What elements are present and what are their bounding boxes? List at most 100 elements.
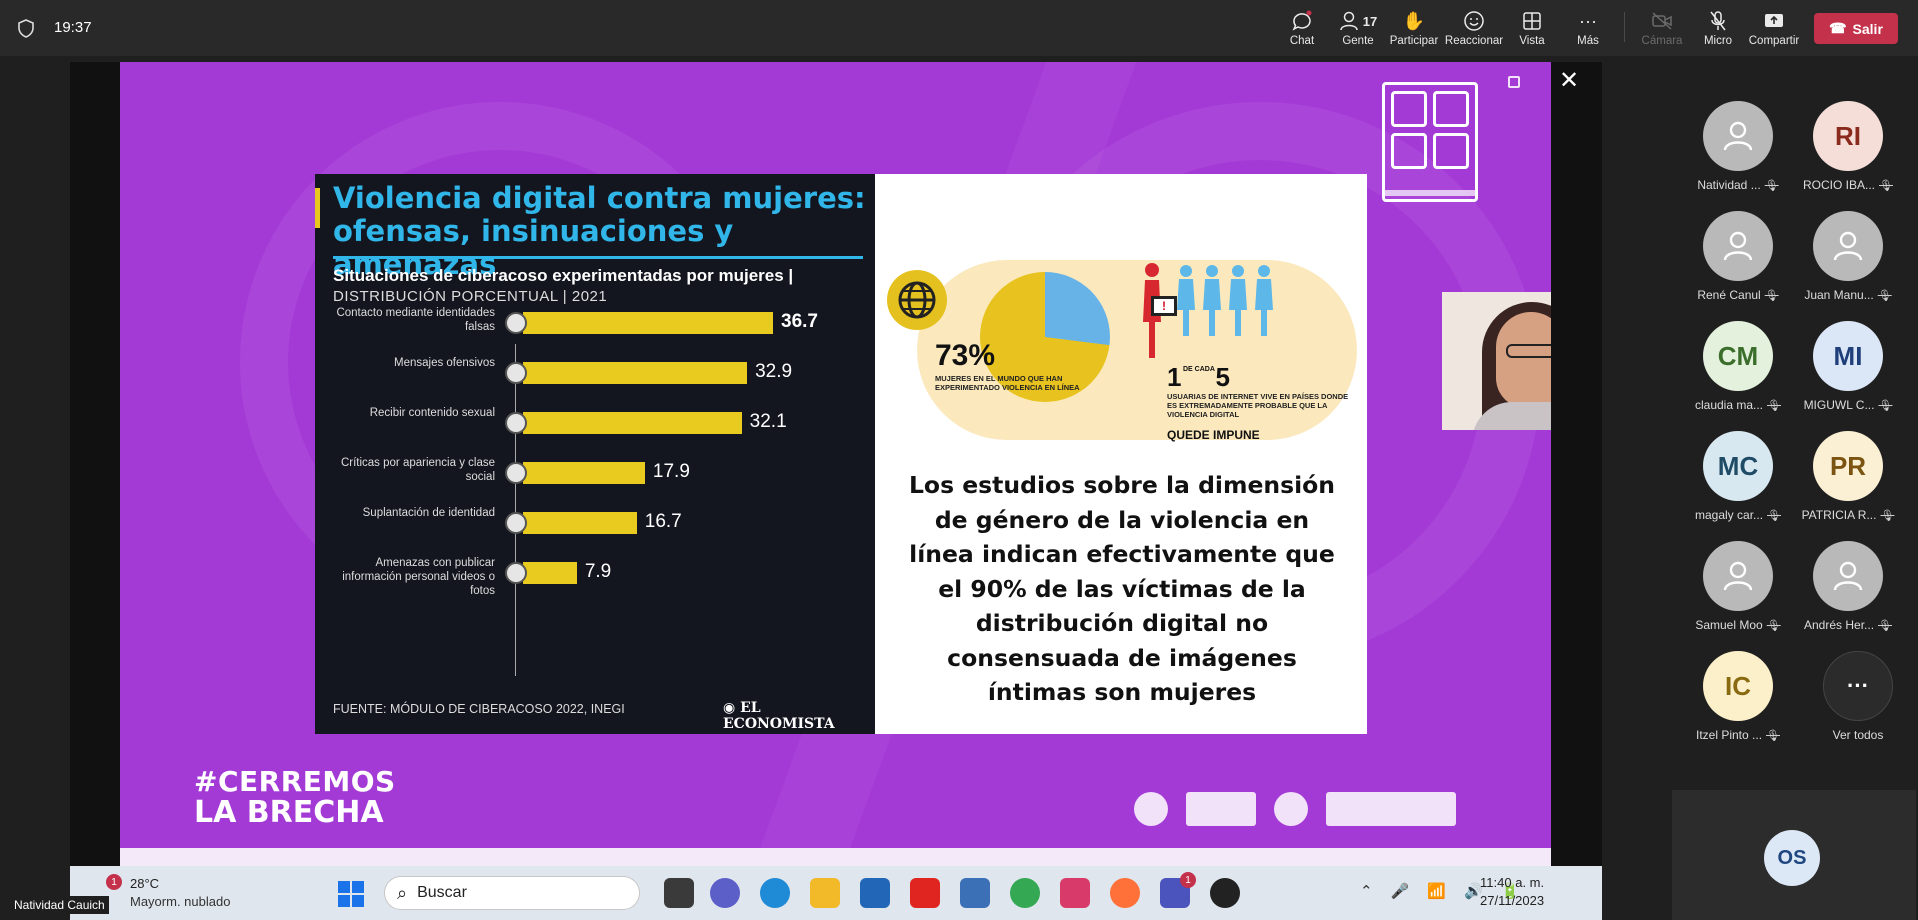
title-rule [333,256,863,259]
self-video-tile[interactable]: OS [1672,790,1916,920]
stat-73-text: MUJERES EN EL MUNDO QUE HAN EXPERIMENTAD… [935,374,1080,392]
teams-icon[interactable]: 1 [1160,872,1196,908]
battery-icon[interactable]: 🔋 [1500,883,1520,900]
mic-muted-icon: 🎙 [1766,729,1780,742]
participant-tile[interactable]: MC magaly car... 🎙 [1683,431,1793,531]
react-button[interactable]: Reaccionar [1442,8,1506,52]
bar-category-icon [505,562,527,584]
chat-label: Chat [1289,35,1315,47]
participant-avatar: RI [1813,101,1883,171]
participant-name: Samuel Moo [1695,618,1763,632]
slide-main-statement: Los estudios sobre la dimensión de géner… [908,471,1336,706]
slide-logo [1382,82,1478,202]
shared-screen: Violencia digital contra mujeres: ofensa… [70,62,1602,866]
alert-screen-icon: ! [1151,296,1177,316]
taskbar-date: 27/11/2023 [1480,893,1545,908]
hashtag-line1: #CERREMOS [194,765,396,798]
taskbar-time: 11:40 a. m. [1480,875,1545,890]
wifi-icon[interactable]: 📶 [1427,883,1446,900]
weather-temp[interactable]: 28°C [130,876,160,891]
more-button[interactable]: ··· Más [1556,8,1620,52]
see-all-button[interactable]: ··· Ver todos [1803,651,1913,742]
camera-button[interactable]: Cámara [1630,8,1694,52]
bar-category-icon [505,462,527,484]
chart-axis [515,344,516,676]
infographic-title: Violencia digital contra mujeres: ofensa… [333,181,866,281]
stat-73-value: 73% [935,339,996,372]
bar-value-label: 16.7 [644,511,682,532]
snipping-tool-icon[interactable] [1060,878,1090,908]
participant-tile[interactable]: CM claudia ma... 🎙 [1683,321,1793,421]
bar-category-icon [505,512,527,534]
tray-mic-icon[interactable]: 🎤 [1390,883,1410,900]
bar [523,462,645,484]
edge-icon[interactable] [760,878,790,908]
file-explorer-icon[interactable] [810,878,840,908]
volume-icon[interactable]: 🔊 [1463,883,1483,900]
bar-value-label: 17.9 [652,461,690,482]
mic-muted-icon: 🎙 [1878,619,1892,632]
participant-tile[interactable]: Andrés Her... 🎙 [1793,541,1903,641]
app-l-icon[interactable] [910,878,940,908]
stat-de-cada: DE CADA [1183,366,1215,373]
bar-category-label: Suplantación de identidad [362,507,495,519]
stat-1-of-5-strong: QUEDE IMPUNE [1167,428,1260,442]
participant-name: Juan Manu... [1804,288,1874,302]
more-icon: ··· [1579,10,1597,31]
participant-tile[interactable]: PR PATRICIA R... 🎙 [1793,431,1903,531]
system-tray: ⌃ 🎤 📶 🔊 🔋 [1360,882,1519,900]
meeting-timer: 19:37 [54,19,92,36]
chrome-icon[interactable] [1010,878,1040,908]
participant-tile[interactable]: IC Itzel Pinto ... 🎙 [1683,651,1793,751]
participant-tile[interactable]: Juan Manu... 🎙 [1793,211,1903,311]
mic-muted-icon: 🎙 [1764,289,1779,302]
chat-button[interactable]: Chat [1270,8,1334,52]
view-button[interactable]: Vista [1500,8,1564,52]
publisher-logo: ◉ EL ECONOMISTA [723,700,835,732]
participant-tile[interactable]: MI MIGUWL C... 🎙 [1793,321,1903,421]
hangup-icon: ☎ [1829,20,1847,36]
participant-tile[interactable]: Samuel Moo 🎙 [1683,541,1793,641]
mic-muted-icon: 🎙 [1764,179,1779,192]
participant-avatar [1703,211,1773,281]
teams-chat-icon[interactable] [710,878,740,908]
people-button[interactable]: 17 Gente [1326,8,1390,52]
raise-hand-button[interactable]: ✋ Participar [1382,8,1446,52]
mic-muted-icon: 🎙 [1877,289,1892,302]
chart-source: FUENTE: MÓDULO DE CIBERACOSO 2022, INEGI [333,702,625,716]
women-figures-group [1177,264,1273,336]
firefox-icon[interactable] [1110,878,1140,908]
task-view-icon[interactable] [664,878,694,908]
bar-value-label: 36.7 [781,311,818,332]
close-share-icon[interactable]: ✕ [1558,67,1580,94]
participant-avatar: PR [1813,431,1883,501]
participant-tile[interactable]: René Canul 🎙 [1683,211,1793,311]
bar-category-label: Contacto mediante identidades falsas [336,307,495,333]
igualdad-logo [1186,792,1256,826]
mic-button[interactable]: Micro [1686,8,1750,52]
chart-subtitle-2: DISTRIBUCIÓN PORCENTUAL | 2021 [333,288,608,305]
pie-73-chart [980,272,1110,402]
mic-off-icon [1708,8,1728,34]
hashtag-line2: LA BRECHA [194,795,384,830]
media-player-icon[interactable] [1210,878,1240,908]
participant-tile[interactable]: Natividad ... 🎙 [1683,101,1793,201]
windows-start-icon[interactable] [338,881,364,907]
store-icon[interactable] [860,878,890,908]
participant-tile[interactable]: RI ROCIO IBA... 🎙 [1793,101,1903,201]
calculator-icon[interactable] [960,878,990,908]
weather-status: Mayorm. nublado [130,894,231,909]
taskbar-clock[interactable]: 11:40 a. m. 27/11/2023 [1480,874,1544,910]
view-label: Vista [1519,35,1545,47]
participant-avatar: MI [1813,321,1883,391]
react-label: Reaccionar [1444,35,1504,47]
tray-chevron-icon[interactable]: ⌃ [1360,883,1373,900]
leave-button[interactable]: ☎ Salir [1814,13,1898,44]
popout-icon[interactable] [1508,76,1520,88]
bar-category-label: Recibir contenido sexual [369,407,495,419]
unam-logo [1134,792,1168,826]
camera-label: Cámara [1641,35,1683,47]
share-button[interactable]: Compartir [1742,8,1806,52]
taskbar-search[interactable]: ⌕ Buscar [384,876,640,910]
